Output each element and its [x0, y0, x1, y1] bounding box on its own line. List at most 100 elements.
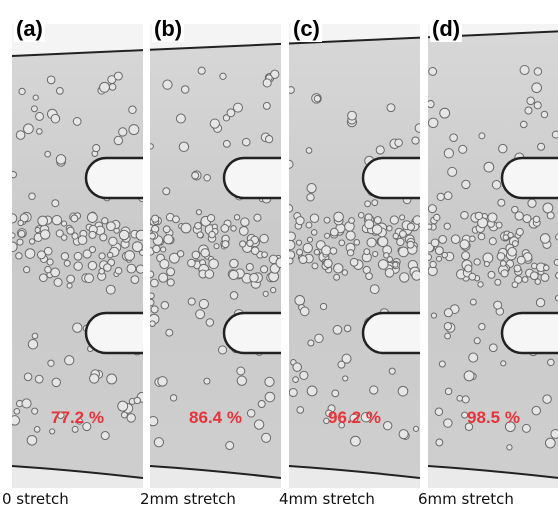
cell	[475, 212, 482, 219]
cell	[378, 237, 388, 247]
cell	[430, 261, 436, 267]
cell	[462, 180, 470, 188]
cell	[507, 445, 512, 450]
cell	[344, 325, 351, 332]
cell	[151, 279, 159, 287]
cell	[295, 296, 305, 306]
cell	[67, 283, 72, 288]
cell	[397, 238, 404, 245]
cell	[500, 261, 506, 267]
cell	[307, 237, 312, 242]
cell	[258, 400, 265, 407]
cell	[457, 395, 463, 401]
cell	[198, 67, 205, 74]
cell	[413, 216, 422, 225]
cell	[400, 215, 405, 220]
cell	[465, 265, 472, 272]
cell	[93, 145, 100, 152]
cell	[131, 276, 139, 284]
cell	[125, 251, 135, 261]
cell	[127, 264, 136, 273]
cell	[260, 266, 267, 273]
cell	[197, 232, 203, 238]
cell	[297, 240, 302, 245]
cell	[545, 438, 555, 448]
cell	[431, 239, 439, 247]
cell	[439, 361, 445, 367]
cell	[312, 263, 318, 269]
cell	[67, 227, 74, 234]
percentage: 96.2 %	[289, 408, 420, 428]
cell	[32, 333, 38, 339]
cell	[488, 213, 497, 222]
cell	[367, 238, 376, 247]
cell	[201, 249, 209, 257]
cell	[373, 251, 378, 256]
cell	[508, 247, 517, 256]
cell	[210, 119, 219, 128]
cell	[153, 245, 160, 252]
cell	[52, 200, 59, 207]
panel-label: (a)	[14, 16, 45, 42]
cell	[100, 82, 110, 92]
cell	[48, 360, 54, 366]
cell	[50, 429, 55, 434]
cell	[308, 340, 314, 346]
cell	[387, 226, 392, 231]
cell	[230, 292, 238, 300]
cell	[192, 251, 200, 259]
cell	[263, 102, 270, 109]
cell	[310, 214, 318, 222]
cell	[395, 139, 403, 147]
cell	[497, 253, 505, 261]
cell	[445, 333, 451, 339]
cell	[239, 227, 248, 236]
cell	[35, 228, 40, 233]
cell	[334, 274, 340, 280]
cell	[364, 249, 370, 255]
cell	[25, 249, 35, 259]
cell	[451, 235, 460, 244]
cell	[314, 249, 319, 254]
cell	[65, 356, 74, 365]
cell	[499, 144, 507, 152]
cell	[425, 254, 431, 260]
cell	[439, 235, 447, 243]
cell	[349, 218, 355, 224]
cell	[389, 368, 395, 374]
micrographs	[0, 0, 558, 510]
cell	[358, 212, 364, 218]
cell	[372, 200, 378, 206]
cell	[296, 217, 304, 225]
cell	[350, 258, 358, 266]
cell	[158, 377, 167, 386]
cell	[390, 216, 398, 224]
cell	[543, 265, 549, 271]
cell	[514, 265, 521, 272]
cell	[436, 256, 441, 261]
cell	[57, 87, 64, 94]
cell	[88, 261, 96, 269]
cell	[85, 274, 94, 283]
cell	[470, 236, 475, 241]
cell	[498, 199, 505, 206]
cell	[207, 214, 214, 221]
cell	[540, 234, 550, 244]
cell	[78, 236, 87, 245]
caption: 6mm stretch	[418, 490, 558, 508]
cell	[346, 231, 355, 240]
cell	[107, 252, 112, 257]
cell	[61, 253, 68, 260]
cell	[47, 259, 53, 265]
cell	[209, 231, 215, 237]
cell	[552, 131, 558, 138]
cell	[107, 374, 117, 384]
cell	[293, 377, 299, 383]
cell	[299, 256, 307, 264]
cell	[237, 367, 245, 375]
cell	[178, 251, 184, 257]
cell	[536, 298, 544, 306]
cell	[204, 174, 211, 181]
cell	[114, 136, 122, 144]
cell	[469, 353, 478, 362]
